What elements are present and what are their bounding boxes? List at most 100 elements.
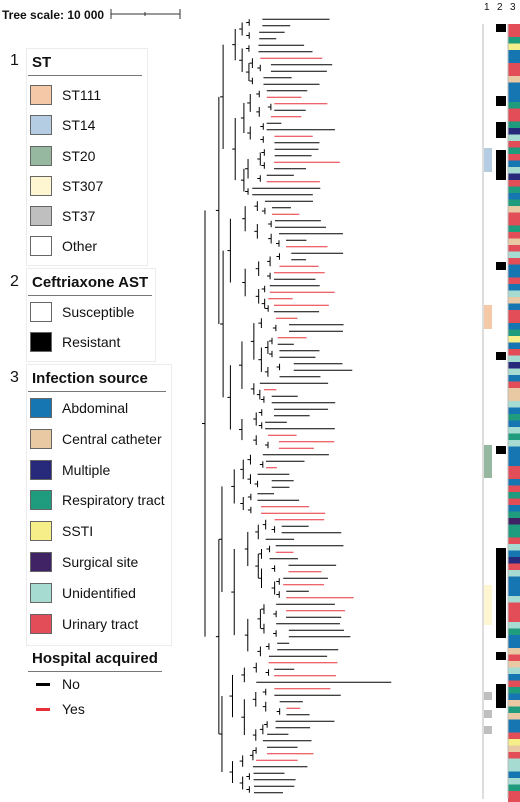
st37-swatch (30, 206, 52, 226)
ceftriaxone-resistant-block (496, 150, 506, 180)
infection-source-cell (508, 284, 520, 291)
unidentified-label: Unidentified (62, 585, 136, 601)
ceftriaxone-resistant-block (496, 262, 506, 270)
central-catheter-label: Central catheter (62, 431, 162, 447)
infection-source-cell (508, 466, 520, 473)
infection-source-cell (508, 492, 520, 499)
infection-source-cell (508, 134, 520, 141)
infection-source-cell (508, 563, 520, 570)
infection-source-cell (508, 732, 520, 739)
track-1-background (483, 24, 491, 799)
infection-source-cell (508, 362, 520, 369)
infection-source-cell (508, 719, 520, 726)
infection-source-cell (508, 537, 520, 544)
infection-source-cell (508, 739, 520, 746)
infection-source-cell (508, 56, 520, 63)
infection-source-cell (508, 472, 520, 479)
infection-source-cell (508, 82, 520, 89)
st-track-block (484, 445, 492, 478)
urinary-tract-swatch (30, 614, 52, 634)
infection-source-cell (508, 76, 520, 83)
respiratory-tract-swatch (30, 490, 52, 510)
tree-scale-label: Tree scale: 10 000 (2, 8, 105, 22)
infection-source-cell (508, 102, 520, 109)
hospital-yes-label: Yes (62, 701, 85, 717)
abdominal-swatch (30, 398, 52, 418)
ceftriaxone-resistant-block (496, 122, 506, 138)
st307-swatch (30, 176, 52, 196)
st20-label: ST20 (62, 148, 96, 164)
infection-source-cell (508, 290, 520, 297)
st111-label: ST111 (62, 87, 102, 103)
st111-swatch (30, 85, 52, 105)
infection-source-cell (508, 570, 520, 577)
abdominal-label: Abdominal (62, 400, 129, 416)
infection-source-cell (508, 713, 520, 720)
infection-source-cell (508, 440, 520, 447)
infection-source-cell (508, 297, 520, 304)
infection-source-cell (508, 518, 520, 525)
infection-source-cell (508, 505, 520, 512)
infection-source-cell (508, 323, 520, 330)
track-header-1: 1 (484, 2, 490, 13)
infection-source-cell (508, 225, 520, 232)
infection-source-cell (508, 147, 520, 154)
st37-label: ST37 (62, 208, 96, 224)
infection-source-cell (508, 648, 520, 655)
infection-source-cell (508, 368, 520, 375)
infection-source-cell (508, 264, 520, 271)
infection-source-cell (508, 303, 520, 310)
infection-source-cell (508, 381, 520, 388)
infection-source-cell (508, 271, 520, 278)
infection-source-cell (508, 89, 520, 96)
st-track-block (484, 585, 492, 625)
infection-source-cell (508, 693, 520, 700)
infection-source-cell (508, 758, 520, 765)
st-track-block (484, 710, 492, 718)
st-legend-rule (28, 75, 142, 76)
infection-source-cell (508, 95, 520, 102)
st-legend-title: ST (32, 54, 52, 71)
surgical-site-swatch (30, 552, 52, 572)
infection-source-cell (508, 245, 520, 252)
infection-source-cell (508, 355, 520, 362)
infection-source-cell (508, 69, 520, 76)
infection-source-cell (508, 622, 520, 629)
infection-source-cell (508, 641, 520, 648)
resistant-label: Resistant (62, 334, 121, 350)
infection-source-cell (508, 336, 520, 343)
infection-source-cell (508, 797, 520, 802)
infection-source-cell (508, 557, 520, 564)
infection-source-cell (508, 524, 520, 531)
infection-source-cell (508, 24, 520, 31)
infection-source-cell (508, 180, 520, 187)
infection-source-cell (508, 401, 520, 408)
infection-source-cell (508, 667, 520, 674)
multiple-label: Multiple (62, 462, 111, 478)
infection-source-cell (508, 791, 520, 798)
infection-source-cell (508, 342, 520, 349)
infection-source-cell (508, 511, 520, 518)
infection-source-cell (508, 726, 520, 733)
hospital-no-label: No (62, 676, 80, 692)
infection-source-cell (508, 765, 520, 772)
ceftriaxone-legend-rule (28, 295, 152, 296)
surgical-site-label: Surgical site (62, 554, 139, 570)
infection-source-cell (508, 141, 520, 148)
infection-source-cell (508, 258, 520, 265)
infection-source-cell (508, 479, 520, 486)
st-track-block (484, 692, 492, 700)
infection-source-cell (508, 778, 520, 785)
infection-source-cell (508, 498, 520, 505)
infection-source-cell (508, 680, 520, 687)
st-track-block (484, 305, 492, 329)
infection-source-cell (508, 394, 520, 401)
infection-source-cell (508, 615, 520, 622)
infection-source-legend-number: 3 (10, 369, 19, 386)
infection-source-cell (508, 167, 520, 174)
central-catheter-swatch (30, 429, 52, 449)
infection-source-cell (508, 37, 520, 44)
ceftriaxone-resistant-block (496, 24, 506, 32)
st14-label: ST14 (62, 117, 96, 133)
infection-source-cell (508, 251, 520, 258)
